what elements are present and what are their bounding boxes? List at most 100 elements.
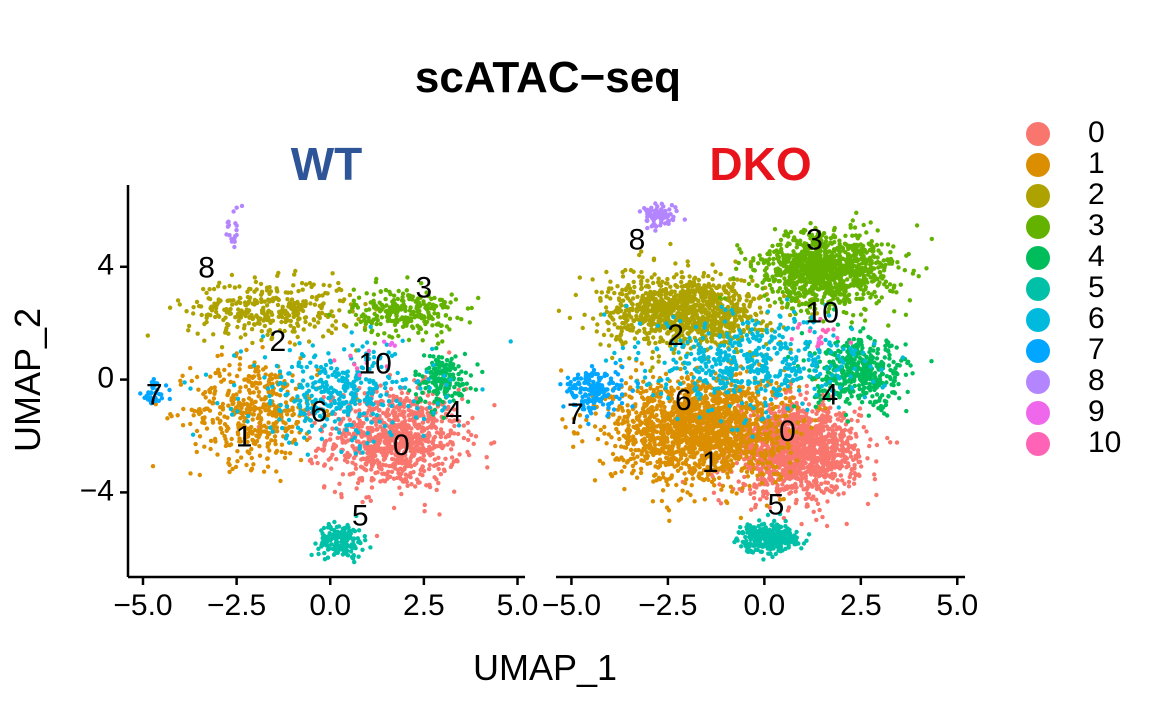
point: [287, 440, 292, 445]
point: [416, 330, 421, 335]
point: [430, 346, 435, 352]
point: [837, 448, 843, 453]
point: [260, 334, 266, 339]
point: [323, 290, 328, 296]
point: [438, 427, 444, 432]
point: [416, 310, 421, 315]
point: [455, 459, 460, 464]
point: [406, 413, 411, 418]
point: [385, 476, 390, 481]
point: [438, 472, 444, 477]
point: [239, 411, 244, 416]
point: [350, 343, 355, 348]
point: [345, 438, 351, 443]
point: [800, 452, 805, 457]
point: [753, 502, 758, 508]
point: [810, 439, 816, 444]
point: [287, 408, 292, 413]
point: [353, 546, 358, 551]
point: [274, 288, 280, 293]
point: [227, 363, 232, 368]
point: [831, 448, 837, 453]
point: [356, 554, 361, 559]
point: [354, 439, 359, 444]
point: [222, 285, 227, 290]
point: [316, 293, 322, 298]
point: [389, 340, 395, 346]
point: [227, 233, 232, 238]
point: [449, 419, 455, 424]
point: [283, 400, 289, 405]
point: [384, 314, 389, 319]
point: [194, 449, 199, 455]
point: [282, 408, 287, 413]
point: [401, 409, 406, 414]
point: [252, 427, 258, 433]
point: [233, 221, 238, 226]
point: [330, 426, 335, 431]
point: [439, 330, 444, 335]
point: [235, 459, 240, 464]
point: [415, 406, 420, 411]
point: [319, 389, 324, 395]
point: [207, 390, 213, 395]
point: [262, 375, 267, 380]
point: [311, 354, 317, 360]
point: [480, 387, 485, 392]
point: [378, 321, 383, 327]
point: [257, 321, 262, 326]
point: [228, 311, 233, 316]
point: [827, 488, 832, 493]
point: [436, 480, 441, 486]
point: [447, 350, 452, 355]
point: [768, 460, 773, 465]
point: [321, 525, 327, 531]
point: [344, 544, 349, 550]
point: [638, 466, 644, 471]
point: [333, 319, 339, 324]
point: [832, 487, 838, 492]
point: [314, 387, 319, 392]
point: [806, 491, 812, 497]
point: [370, 411, 376, 416]
point: [246, 299, 252, 304]
point: [748, 491, 753, 496]
point: [395, 446, 400, 452]
point: [262, 355, 268, 360]
point: [885, 435, 890, 441]
point: [420, 426, 425, 432]
point: [313, 448, 319, 453]
point: [267, 393, 272, 399]
point: [332, 528, 337, 533]
point: [368, 498, 373, 503]
point: [202, 407, 207, 412]
point: [353, 409, 358, 414]
point: [360, 421, 366, 426]
point: [849, 426, 854, 431]
point: [417, 325, 422, 330]
point: [230, 466, 235, 472]
point: [849, 467, 854, 473]
point: [811, 479, 817, 484]
point: [363, 468, 369, 473]
point: [311, 317, 316, 322]
point: [638, 470, 644, 476]
point: [437, 512, 442, 517]
point: [357, 408, 362, 413]
point: [340, 375, 345, 381]
point: [372, 341, 378, 346]
point: [461, 435, 467, 441]
point: [374, 321, 379, 327]
point: [469, 432, 474, 438]
point: [339, 449, 344, 455]
point: [280, 304, 285, 309]
point: [344, 378, 350, 383]
point: [178, 382, 184, 387]
point: [422, 502, 427, 508]
point: [372, 301, 377, 306]
point: [219, 352, 224, 357]
point: [266, 412, 271, 417]
point: [820, 453, 825, 459]
